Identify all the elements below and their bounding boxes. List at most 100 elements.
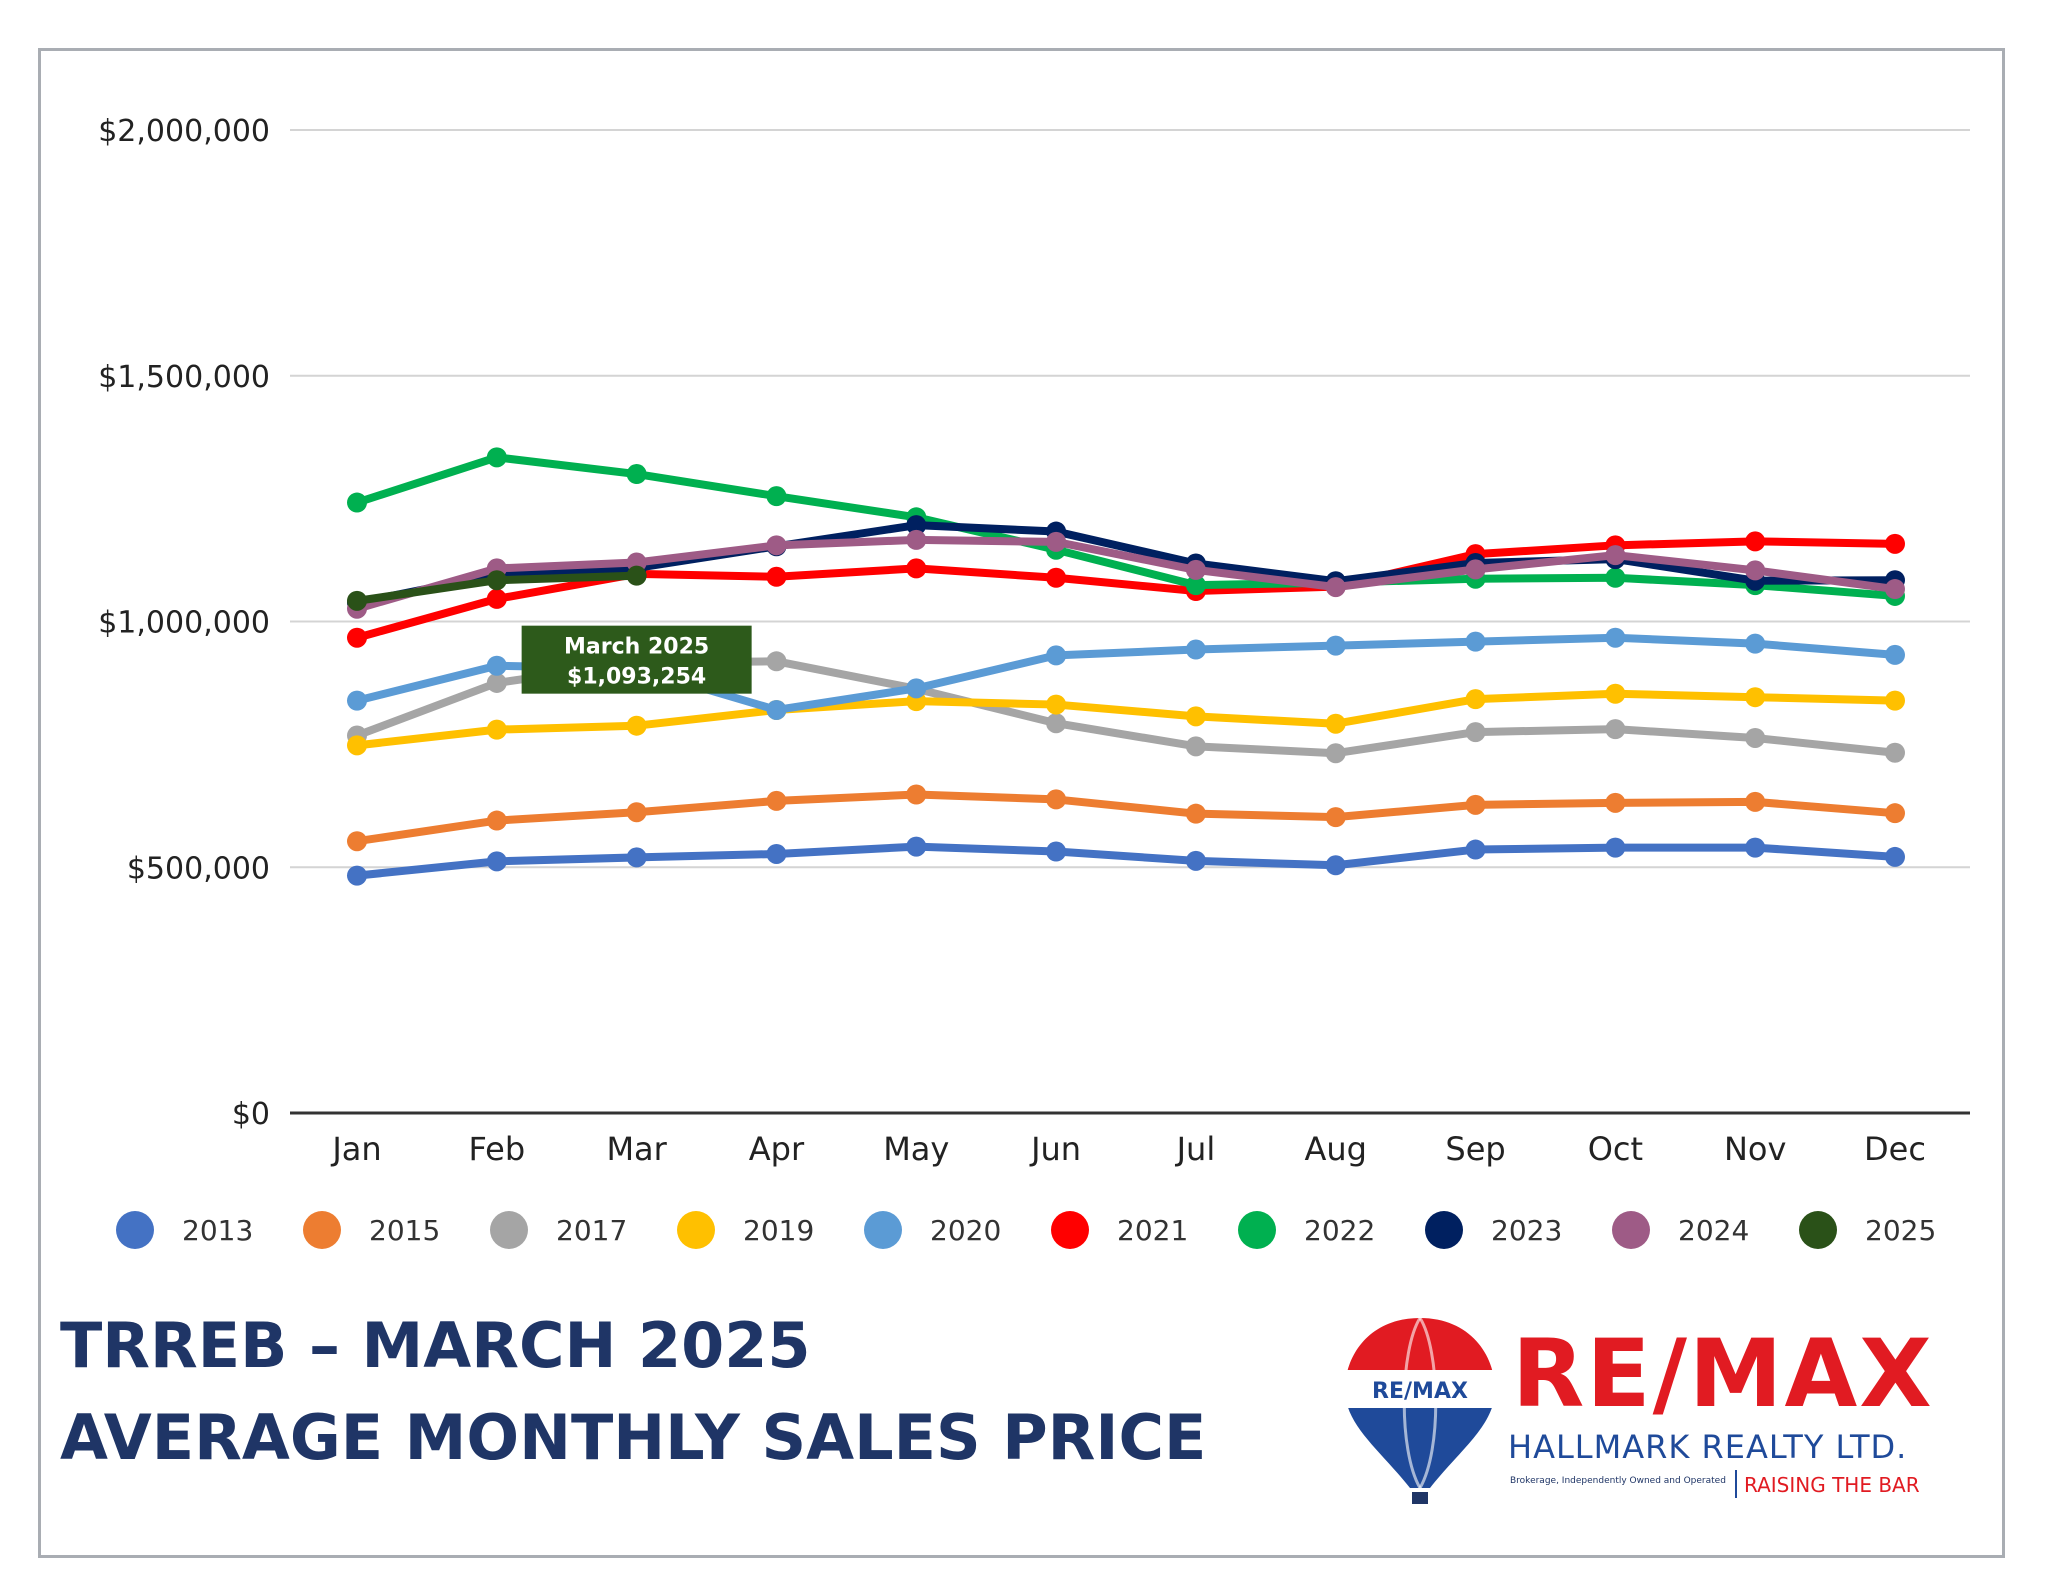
data-point	[486, 719, 507, 740]
data-point	[1465, 839, 1486, 860]
data-point	[1605, 683, 1626, 704]
data-point	[486, 810, 507, 831]
x-tick-label: Mar	[606, 1130, 667, 1168]
data-point	[626, 802, 647, 823]
data-point	[347, 627, 367, 648]
annotation-label: March 2025	[564, 635, 709, 660]
data-point	[1046, 713, 1067, 734]
data-point	[766, 651, 787, 672]
page-title: TRREB – MARCH 2025 AVERAGE MONTHLY SALES…	[60, 1300, 1206, 1484]
legend-item-2025: 2025	[1799, 1211, 1936, 1249]
data-point	[1325, 807, 1346, 828]
legend-item-2015: 2015	[303, 1211, 440, 1249]
legend-label: 2020	[930, 1214, 1001, 1247]
x-tick-label: Sep	[1445, 1130, 1505, 1168]
legend-label: 2019	[743, 1214, 814, 1247]
series-2019	[347, 683, 1905, 756]
data-point	[1605, 567, 1626, 588]
title-line-2: AVERAGE MONTHLY SALES PRICE	[60, 1401, 1207, 1474]
data-point	[1185, 559, 1206, 580]
data-point	[766, 699, 787, 720]
legend-label: 2013	[182, 1214, 253, 1247]
data-point	[626, 565, 647, 586]
legend: 2013 2015 2017 2019 2020 2021 2022 2023 2024 2025	[116, 1211, 1936, 1249]
series-2013	[347, 836, 1905, 886]
series-line	[353, 842, 1899, 880]
data-point	[1605, 837, 1626, 858]
data-point	[1745, 687, 1766, 708]
data-point	[486, 447, 507, 468]
data-point	[1325, 713, 1346, 734]
data-point	[766, 566, 787, 587]
data-point	[1046, 645, 1067, 666]
legend-label: 2017	[556, 1214, 627, 1247]
data-point	[626, 847, 647, 868]
series-line	[353, 790, 1899, 846]
legend-swatch	[1238, 1211, 1276, 1249]
data-point	[347, 590, 367, 611]
series-line	[353, 535, 1899, 613]
data-point	[1465, 794, 1486, 815]
data-point	[1885, 742, 1905, 763]
data-point	[1325, 855, 1346, 876]
legend-label: 2021	[1117, 1214, 1188, 1247]
data-point	[906, 836, 927, 857]
legend-label: 2023	[1491, 1214, 1562, 1247]
legend-swatch	[490, 1211, 528, 1249]
series-line	[353, 453, 1899, 600]
x-tick-label: Feb	[468, 1130, 525, 1168]
data-point	[1745, 837, 1766, 858]
balloon-logo-icon: RE/MAX	[1345, 1318, 1495, 1504]
series-lines	[347, 447, 1905, 886]
series-line	[353, 689, 1899, 750]
data-point	[1745, 727, 1766, 748]
data-point	[486, 851, 507, 872]
legend-item-2019: 2019	[677, 1211, 814, 1249]
y-tick-label: $0	[232, 1097, 270, 1132]
data-point	[1605, 545, 1626, 566]
data-point	[906, 678, 927, 699]
legend-swatch	[1425, 1211, 1463, 1249]
data-point	[906, 784, 927, 805]
data-point	[1046, 841, 1067, 862]
legend-swatch	[1799, 1211, 1837, 1249]
data-point	[347, 831, 367, 852]
data-point	[347, 735, 367, 756]
legend-label: 2024	[1678, 1214, 1749, 1247]
legend-item-2017: 2017	[490, 1211, 627, 1249]
x-tick-label: Dec	[1864, 1130, 1926, 1168]
data-point	[347, 865, 367, 886]
data-point	[766, 843, 787, 864]
remax-logo: RE/MAX RE/MAX HALLMARK REALTY LTD. Broke…	[1340, 1310, 1940, 1510]
legend-swatch	[1051, 1211, 1089, 1249]
data-point	[906, 515, 927, 536]
balloon-text: RE/MAX	[1372, 1379, 1468, 1404]
gridlines	[290, 129, 1970, 869]
brand-note: Brokerage, Independently Owned and Opera…	[1510, 1476, 1726, 1486]
legend-item-2021: 2021	[1051, 1211, 1188, 1249]
data-point	[1885, 533, 1905, 554]
data-point	[1885, 690, 1905, 711]
y-tick-label: $1,500,000	[98, 360, 270, 395]
data-point	[1185, 736, 1206, 757]
data-point	[1745, 560, 1766, 581]
data-point	[766, 486, 787, 507]
legend-label: 2022	[1304, 1214, 1375, 1247]
series-2025	[347, 565, 647, 611]
legend-item-2020: 2020	[864, 1211, 1001, 1249]
brand-name: RE/MAX	[1512, 1320, 1934, 1429]
legend-item-2022: 2022	[1238, 1211, 1375, 1249]
y-tick-label: $2,000,000	[98, 114, 270, 149]
brand-divider	[1735, 1470, 1737, 1498]
data-point	[766, 535, 787, 556]
title-line-1: TRREB – MARCH 2025	[60, 1309, 811, 1382]
data-point	[1046, 531, 1067, 552]
legend-item-2024: 2024	[1612, 1211, 1749, 1249]
legend-swatch	[116, 1211, 154, 1249]
series-2015	[347, 784, 1905, 852]
data-point	[626, 715, 647, 736]
x-tick-label: Jul	[1175, 1130, 1216, 1168]
data-point	[1885, 803, 1905, 824]
annotation-box	[521, 625, 752, 694]
